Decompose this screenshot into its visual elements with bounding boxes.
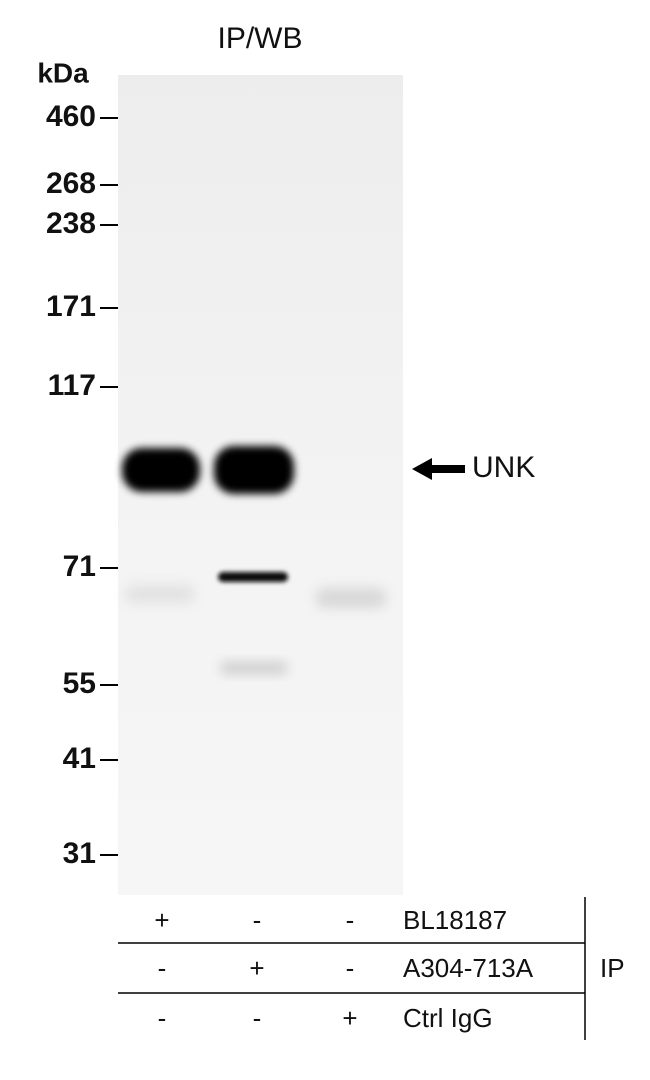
- marker-label: 171: [46, 290, 96, 323]
- marker-label: 117: [48, 369, 96, 402]
- cell: -: [158, 953, 167, 983]
- title: IP/WB: [217, 22, 302, 55]
- marker-label: 41: [63, 742, 96, 775]
- cell: -: [253, 905, 262, 935]
- cell: -: [253, 1003, 262, 1033]
- band: [218, 572, 288, 582]
- cell: +: [249, 953, 264, 983]
- cell: -: [158, 1003, 167, 1033]
- arrow: [412, 458, 465, 480]
- band: [214, 446, 294, 494]
- bands: [122, 446, 386, 674]
- band: [122, 448, 200, 492]
- row-label: BL18187: [403, 905, 507, 935]
- cell: -: [346, 905, 355, 935]
- cell: -: [346, 953, 355, 983]
- marker-label: 238: [46, 207, 96, 240]
- band: [220, 662, 288, 674]
- row-label: Ctrl IgG: [403, 1003, 493, 1033]
- marker-label: 460: [46, 100, 96, 133]
- cell: +: [342, 1003, 357, 1033]
- marker-label: 31: [63, 837, 96, 870]
- band-label: UNK: [472, 451, 535, 484]
- group-label: IP: [600, 953, 625, 983]
- cell: +: [154, 905, 169, 935]
- unit: kDa: [37, 57, 89, 88]
- row-label: A304-713A: [403, 953, 534, 983]
- band: [125, 585, 195, 603]
- marker-label: 268: [46, 167, 96, 200]
- marker-label: 71: [63, 550, 96, 583]
- band: [316, 588, 386, 608]
- marker-label: 55: [63, 667, 96, 700]
